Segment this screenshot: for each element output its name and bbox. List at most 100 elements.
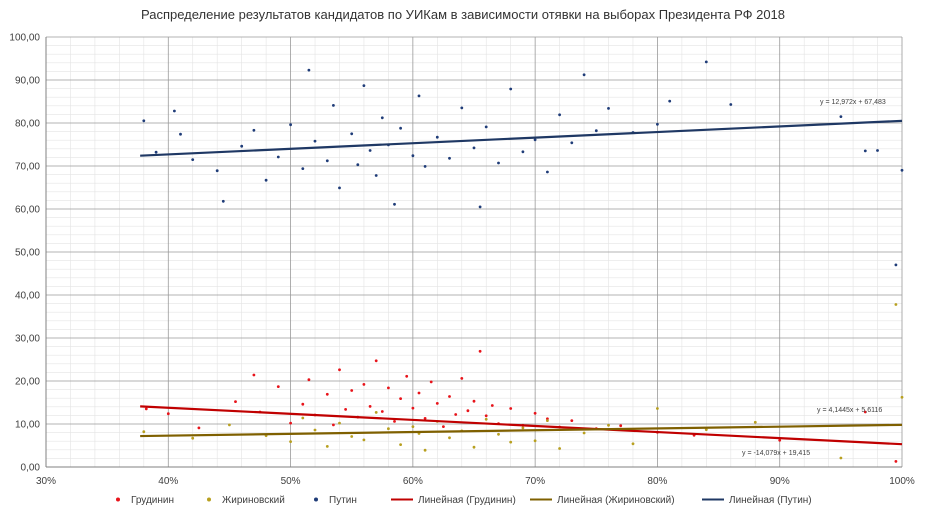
- data-point: [411, 425, 415, 428]
- data-point: [521, 150, 525, 154]
- data-point: [368, 149, 372, 152]
- y-tick-label: 20,00: [15, 377, 40, 388]
- legend-label: Линейная (Жириновский): [557, 495, 675, 506]
- y-tick-label: 60,00: [15, 205, 40, 216]
- data-point: [154, 150, 158, 154]
- data-point: [863, 149, 867, 153]
- data-point: [619, 424, 623, 428]
- data-point: [374, 411, 378, 414]
- data-point: [234, 400, 237, 403]
- data-point: [301, 402, 305, 406]
- data-point: [894, 303, 898, 306]
- y-tick-label: 70,00: [15, 162, 40, 173]
- data-point: [417, 391, 421, 395]
- data-point: [313, 139, 317, 143]
- y-tick-label: 40,00: [15, 291, 40, 302]
- data-point: [399, 397, 402, 400]
- data-point: [405, 374, 409, 378]
- data-point: [197, 426, 201, 430]
- data-point: [582, 73, 586, 77]
- data-point: [144, 407, 148, 411]
- data-point: [417, 94, 421, 98]
- data-point: [307, 68, 311, 72]
- data-point: [478, 349, 482, 353]
- data-point: [484, 417, 488, 421]
- data-point: [631, 442, 635, 446]
- data-point: [252, 373, 256, 377]
- data-point: [656, 122, 659, 126]
- data-point: [509, 407, 513, 410]
- data-point: [362, 438, 366, 442]
- legend-label: Грудинин: [131, 495, 174, 506]
- data-point: [533, 439, 537, 443]
- data-point: [570, 141, 574, 145]
- data-points: [142, 60, 904, 463]
- data-point: [179, 132, 182, 136]
- data-point: [778, 438, 782, 442]
- data-point: [350, 435, 354, 438]
- data-point: [570, 419, 574, 422]
- data-point: [393, 420, 396, 423]
- data-point: [350, 389, 354, 392]
- data-point: [509, 440, 513, 444]
- data-point: [442, 425, 445, 428]
- data-point: [497, 432, 500, 436]
- grid: [45, 36, 903, 468]
- data-point: [289, 421, 292, 425]
- data-point: [142, 430, 146, 434]
- data-point: [466, 409, 470, 413]
- legend-marker: [314, 497, 318, 502]
- data-point: [423, 448, 427, 452]
- data-point: [423, 165, 427, 168]
- data-point: [839, 115, 843, 118]
- data-point: [594, 129, 598, 133]
- data-point: [215, 169, 219, 173]
- data-point: [876, 149, 879, 152]
- data-point: [484, 125, 488, 129]
- data-point: [338, 186, 341, 190]
- x-tick-label: 90%: [770, 476, 790, 487]
- data-point: [900, 395, 904, 399]
- data-point: [607, 107, 610, 110]
- data-point: [325, 445, 329, 448]
- data-point: [863, 410, 867, 414]
- data-point: [509, 87, 513, 91]
- data-point: [521, 426, 525, 430]
- data-point: [533, 138, 537, 142]
- data-point: [289, 440, 292, 443]
- data-point: [546, 170, 549, 174]
- data-point: [374, 174, 378, 177]
- data-point: [472, 445, 476, 449]
- data-point: [191, 436, 195, 440]
- data-point: [338, 421, 341, 425]
- data-point: [484, 414, 488, 418]
- data-point: [362, 383, 366, 386]
- data-point: [399, 126, 402, 130]
- data-point: [704, 428, 708, 431]
- trendline-equation: y = 12,972x + 67,483: [820, 99, 886, 106]
- y-tick-label: 50,00: [15, 248, 40, 259]
- data-point: [411, 406, 415, 410]
- data-point: [558, 447, 561, 450]
- data-point: [460, 377, 464, 380]
- legend-marker: [207, 497, 211, 502]
- data-point: [380, 116, 384, 120]
- data-point: [166, 412, 170, 416]
- trendline-equation: y = -14,079x + 19,415: [742, 450, 810, 457]
- data-point: [393, 202, 396, 206]
- data-point: [228, 423, 231, 427]
- data-point: [460, 106, 464, 110]
- data-point: [490, 404, 494, 407]
- data-point: [313, 428, 317, 432]
- legend-label: Линейная (Путин): [729, 495, 812, 506]
- data-point: [301, 416, 305, 420]
- data-point: [350, 132, 354, 136]
- data-point: [448, 156, 451, 160]
- legend-label: Путин: [329, 495, 357, 506]
- data-point: [423, 417, 427, 420]
- y-tick-label: 80,00: [15, 119, 40, 130]
- data-point: [344, 408, 347, 411]
- data-point: [448, 395, 451, 398]
